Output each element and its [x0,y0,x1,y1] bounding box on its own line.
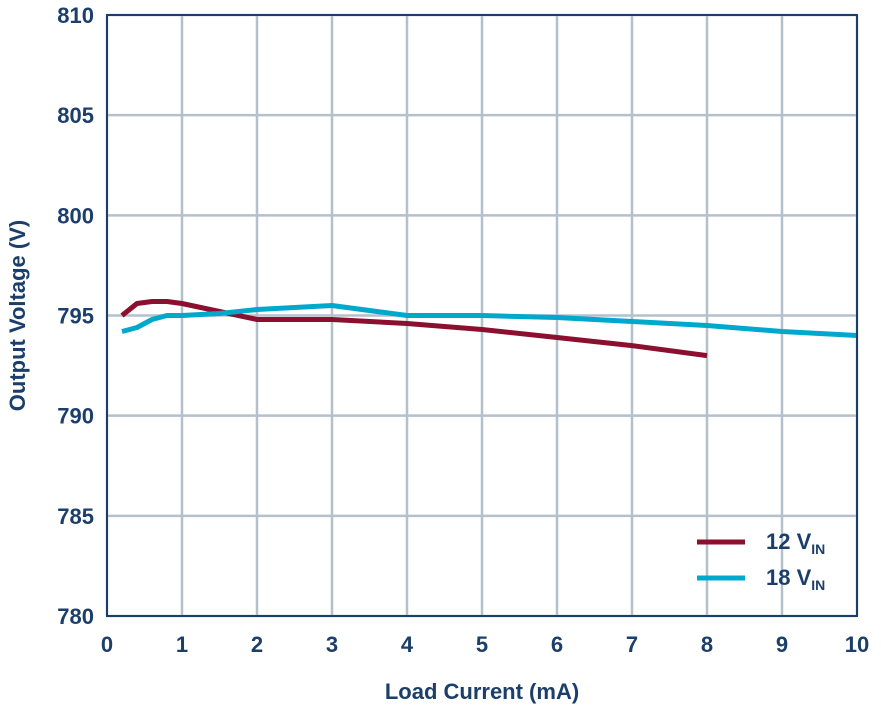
y-axis-ticks: 780 785 790 795 800 805 810 [57,3,94,629]
x-tick-label-3: 3 [326,632,338,657]
legend-subscript-1: IN [811,577,825,593]
series-line-0 [120,299,708,359]
x-tick-label-6: 6 [551,632,563,657]
y-tick-label-4: 800 [57,203,94,228]
series-layer [120,299,858,359]
plot-frame [106,14,858,617]
x-tick-label-9: 9 [776,632,788,657]
x-tick-label-7: 7 [626,632,638,657]
x-tick-label-10: 10 [845,632,869,657]
x-axis-title: Load Current (mA) [385,679,579,704]
legend-subscript-0: IN [811,541,825,557]
x-axis-ticks: 0 1 2 3 4 5 6 7 8 9 10 [101,632,869,657]
legend: 12 VIN 18 VIN [697,529,825,593]
y-tick-label-0: 780 [57,604,94,629]
x-tick-label-2: 2 [251,632,263,657]
x-tick-label-8: 8 [701,632,713,657]
x-tick-label-1: 1 [176,632,188,657]
legend-label-0: 12 VIN [766,529,825,557]
y-tick-label-2: 790 [57,404,94,429]
x-tick-label-0: 0 [101,632,113,657]
legend-label-1: 18 VIN [766,565,825,593]
x-tick-label-4: 4 [401,632,414,657]
y-tick-label-1: 785 [57,504,94,529]
y-tick-label-5: 805 [57,103,94,128]
y-axis-title: Output Voltage (V) [5,220,30,411]
y-tick-label-6: 810 [57,3,94,28]
series-line-1 [121,303,858,338]
x-tick-label-5: 5 [476,632,488,657]
y-tick-label-3: 795 [57,304,94,329]
